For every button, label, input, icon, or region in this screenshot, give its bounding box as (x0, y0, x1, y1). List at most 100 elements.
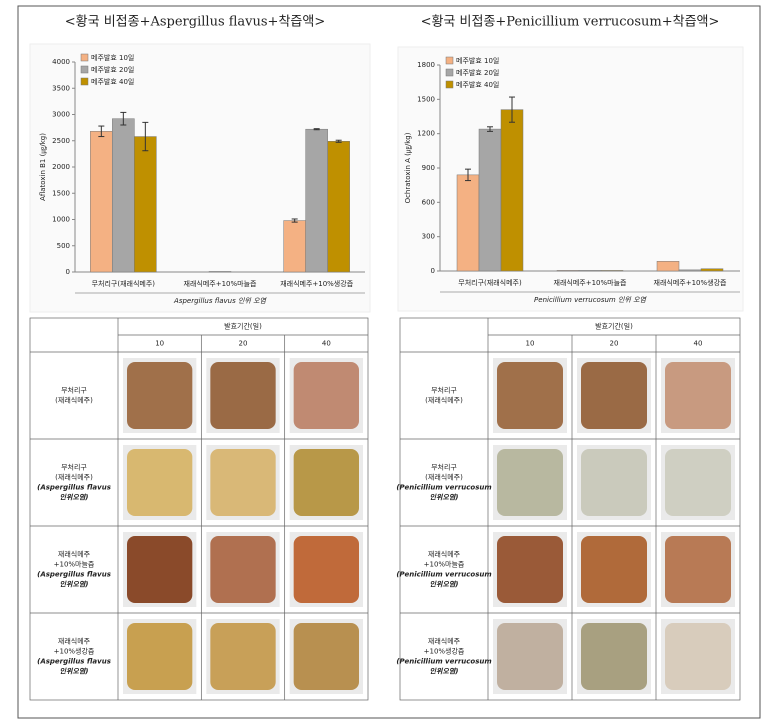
row-label: (재래식메주) (55, 473, 93, 482)
photo-sample (210, 623, 276, 690)
row-label: 인위오염) (430, 494, 459, 502)
photo-sample (581, 536, 647, 603)
row-label: 무처리구 (61, 386, 87, 395)
photo-sample (581, 362, 647, 429)
photo-sample (127, 362, 193, 429)
frame (17, 5, 761, 719)
row-label: 무처리구 (431, 463, 457, 472)
column-header: 10 (526, 340, 535, 348)
photo-sample (665, 449, 731, 516)
photo-sample (210, 362, 276, 429)
photo-sample (497, 623, 563, 690)
row-label: (Aspergillus flavus (37, 658, 111, 666)
y-axis-label: Ochratoxin A (㎍/kg) (404, 132, 413, 203)
photo-sample (581, 449, 647, 516)
bar (456, 174, 480, 272)
photo-sample (293, 536, 359, 603)
photo-sample (665, 362, 731, 429)
photo-sample (497, 449, 563, 516)
row-label: +10%생강즙 (54, 647, 95, 656)
bar (208, 271, 232, 273)
table-border (29, 317, 369, 701)
bar (134, 136, 157, 273)
legend-swatch (445, 68, 454, 77)
row-label: 재래식메주 (428, 550, 461, 559)
y-tick-label: 1000 (52, 216, 70, 224)
photo-sample (127, 536, 193, 603)
row-label: 인위오염) (60, 581, 89, 589)
bar (478, 128, 502, 272)
legend-label: 메주발효 20일 (456, 68, 499, 77)
legend-swatch (80, 77, 89, 86)
row-label: 인위오염) (60, 494, 89, 502)
y-tick-label: 300 (422, 233, 435, 241)
bar (90, 131, 113, 273)
legend-label: 메주발효 40일 (91, 77, 134, 86)
row-label: 인위오염) (430, 668, 459, 676)
chart-title: <황국 비접종+Penicillium verrucosum+착즙액> (421, 15, 720, 30)
photo-sample (581, 623, 647, 690)
y-tick-label: 900 (422, 164, 435, 172)
photo-sample (127, 623, 193, 690)
row-label: 인위오염) (430, 581, 459, 589)
photo-sample (497, 362, 563, 429)
row-label: (재래식메주) (425, 396, 463, 405)
bar (656, 261, 680, 272)
x-axis-label: Aspergillus flavus 인위 오염 (173, 297, 267, 305)
legend-label: 메주발효 20일 (91, 65, 134, 74)
y-tick-label: 0 (431, 267, 435, 275)
row-label: (Penicillium verrucosum (396, 571, 491, 579)
row-label: +10%생강즙 (424, 647, 465, 656)
row-label: 인위오염) (60, 668, 89, 676)
y-tick-label: 3000 (52, 111, 70, 119)
legend-label: 메주발효 40일 (456, 80, 499, 89)
legend-swatch (80, 65, 89, 74)
photo-sample (293, 449, 359, 516)
y-tick-label: 1500 (417, 95, 435, 103)
y-tick-label: 1800 (417, 61, 435, 69)
row-label: (Penicillium verrucosum (396, 658, 491, 666)
row-label: (재래식메주) (55, 396, 93, 405)
row-label: (Aspergillus flavus (37, 571, 111, 579)
y-axis-label: Aflatoxin B1 (㎍/kg) (39, 133, 48, 201)
table-header: 발효기간(일) (224, 322, 262, 331)
bar (678, 269, 702, 272)
photo-sample (293, 623, 359, 690)
x-axis-label: Penicillium verrucosum 인위 오염 (534, 296, 647, 304)
legend-label: 메주발효 10일 (91, 53, 134, 62)
y-tick-label: 500 (57, 242, 70, 250)
column-header: 10 (155, 340, 164, 348)
y-tick-label: 1200 (417, 130, 435, 138)
x-tick-label: 재래식메주+10%생강즙 (280, 279, 354, 288)
bar (283, 220, 306, 273)
bar (305, 128, 328, 273)
y-tick-label: 2000 (52, 163, 70, 171)
chart-area (397, 46, 744, 312)
y-tick-label: 4000 (52, 58, 70, 66)
photo-sample (293, 362, 359, 429)
photo-sample (665, 623, 731, 690)
x-tick-label: 무처리구(재래식메주) (458, 278, 522, 287)
photo-sample (210, 449, 276, 516)
y-tick-label: 3500 (52, 84, 70, 92)
table-border (399, 317, 741, 701)
row-label: 재래식메주 (58, 550, 91, 559)
x-tick-label: 무처리구(재래식메주) (92, 279, 156, 288)
bar (578, 270, 602, 272)
y-tick-label: 0 (66, 268, 70, 276)
row-label: +10%마늘즙 (424, 560, 465, 569)
row-label: (Penicillium verrucosum (396, 484, 491, 492)
legend-label: 메주발효 10일 (456, 56, 499, 65)
row-label: +10%마늘즙 (54, 560, 95, 569)
table-header: 발효기간(일) (595, 322, 633, 331)
y-tick-label: 2500 (52, 137, 70, 145)
legend-swatch (445, 56, 454, 65)
row-label: 재래식메주 (58, 637, 91, 646)
bar (556, 270, 580, 272)
row-label: (재래식메주) (425, 473, 463, 482)
bar (500, 109, 524, 272)
bar (700, 268, 724, 272)
x-tick-label: 재래식메주+10%마늘즙 (554, 278, 628, 287)
photo-sample (497, 536, 563, 603)
